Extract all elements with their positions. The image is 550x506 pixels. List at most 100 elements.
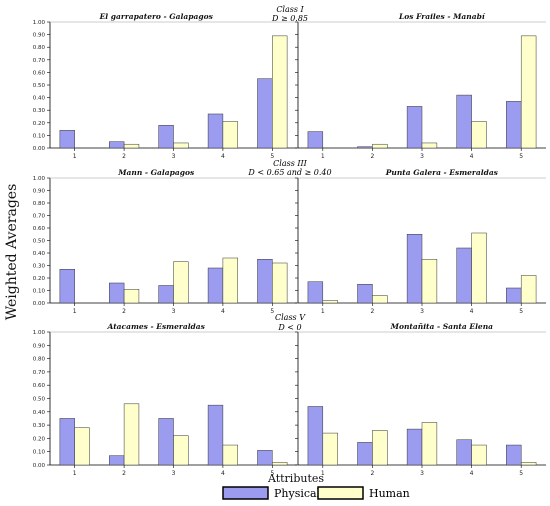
bar-human bbox=[222, 257, 238, 304]
y-tick-label: 0.50 bbox=[33, 83, 46, 89]
legend: Physical Human bbox=[222, 486, 410, 500]
y-tick-label: 0.30 bbox=[33, 264, 46, 270]
chart-panel: Los Frailes - Manabí 1 2 3 4 5 bbox=[295, 12, 546, 160]
y-tick-label: 1.00 bbox=[33, 330, 46, 336]
y-tick-label: 0.80 bbox=[33, 201, 46, 207]
y-tick-label: 0.00 bbox=[33, 146, 46, 152]
y-tick-label: 0.80 bbox=[33, 357, 46, 363]
x-tick-label: 2 bbox=[370, 308, 374, 315]
bar-physical bbox=[406, 234, 423, 304]
x-tick-label: 1 bbox=[321, 153, 325, 160]
x-tick-label: 1 bbox=[73, 308, 77, 315]
x-tick-label: 1 bbox=[321, 308, 325, 315]
bar-physical bbox=[406, 106, 423, 149]
bar-human bbox=[173, 435, 189, 466]
class-condition: D ≥ 0.85 bbox=[271, 14, 308, 23]
bar-human bbox=[421, 259, 438, 304]
x-tick-label: 4 bbox=[221, 308, 225, 315]
bar-physical bbox=[158, 285, 174, 304]
chart-panel: Montañita - Santa Elena 1 2 3 4 5 bbox=[295, 322, 546, 477]
y-tick-label: 0.30 bbox=[33, 423, 46, 429]
x-tick-label: 3 bbox=[420, 470, 424, 477]
bar-human bbox=[222, 121, 238, 149]
x-tick-label: 1 bbox=[321, 470, 325, 477]
y-tick-label: 0.60 bbox=[33, 383, 46, 389]
y-axis-title: Weighted Averages bbox=[4, 184, 20, 321]
x-tick-label: 4 bbox=[470, 153, 474, 160]
y-tick-label: 0.60 bbox=[33, 70, 46, 76]
bar-human bbox=[520, 462, 537, 466]
y-tick-label: 0.20 bbox=[33, 276, 46, 282]
bar-physical bbox=[207, 404, 224, 466]
x-tick-label: 5 bbox=[270, 153, 274, 160]
bar-human bbox=[173, 261, 189, 304]
y-tick-label: 0.10 bbox=[33, 133, 46, 139]
bar-physical bbox=[109, 455, 125, 466]
bar-human bbox=[123, 289, 140, 304]
x-tick-label: 4 bbox=[470, 470, 474, 477]
y-tick-label: 0.90 bbox=[33, 189, 46, 195]
legend-label-human: Human bbox=[369, 487, 410, 500]
x-tick-label: 3 bbox=[420, 308, 424, 315]
bar-physical bbox=[207, 113, 224, 149]
y-tick-label: 0.70 bbox=[33, 58, 46, 64]
x-tick-label: 4 bbox=[221, 470, 225, 477]
bar-human bbox=[322, 300, 338, 304]
class-label: Class I bbox=[276, 5, 304, 14]
chart-title: El garrapatero - Galapagos bbox=[99, 12, 214, 21]
bar-human bbox=[520, 35, 537, 149]
x-tick-label: 1 bbox=[73, 153, 77, 160]
y-tick-label: 0.00 bbox=[33, 301, 46, 307]
bar-physical bbox=[456, 94, 472, 149]
bar-human bbox=[372, 143, 388, 149]
y-tick-label: 0.70 bbox=[33, 370, 46, 376]
bar-human bbox=[123, 403, 140, 466]
chart-panel: Punta Galera - Esmeraldas 1 2 3 4 5 bbox=[295, 168, 546, 315]
bar-physical bbox=[257, 259, 273, 304]
y-tick-label: 1.00 bbox=[33, 176, 46, 182]
y-tick-label: 0.40 bbox=[33, 96, 46, 102]
bar-human bbox=[372, 430, 388, 466]
chart-title: Punta Galera - Esmeraldas bbox=[385, 168, 499, 177]
bar-physical bbox=[357, 284, 373, 304]
y-tick-label: 0.00 bbox=[33, 463, 46, 469]
bar-human bbox=[520, 275, 537, 304]
x-tick-label: 4 bbox=[470, 308, 474, 315]
chart-panel: 0.00 0.10 0.20 0.30 0.40 0.50 0.60 0.70 0.80 0.90… bbox=[33, 322, 297, 477]
bar-human bbox=[471, 444, 487, 466]
x-tick-label: 2 bbox=[370, 153, 374, 160]
y-tick-label: 0.90 bbox=[33, 343, 46, 349]
y-tick-label: 0.10 bbox=[33, 289, 46, 295]
bar-physical bbox=[59, 130, 75, 149]
chart-title: Los Frailes - Manabí bbox=[398, 12, 486, 21]
x-tick-label: 5 bbox=[270, 308, 274, 315]
y-tick-label: 0.40 bbox=[33, 410, 46, 416]
chart-title: Atacames - Esmeraldas bbox=[107, 322, 206, 331]
y-tick-label: 0.80 bbox=[33, 45, 46, 51]
bar-physical bbox=[257, 78, 273, 149]
bar-human bbox=[272, 462, 288, 466]
y-tick-label: 0.50 bbox=[33, 239, 46, 245]
bar-human bbox=[421, 142, 438, 149]
class-label: Class III bbox=[273, 159, 308, 168]
legend-swatch-physical bbox=[222, 486, 269, 500]
bar-human bbox=[421, 422, 438, 466]
legend-label-physical: Physical bbox=[274, 487, 321, 500]
y-tick-label: 0.30 bbox=[33, 108, 46, 114]
bar-physical bbox=[207, 267, 224, 304]
bar-human bbox=[123, 143, 140, 149]
bar-physical bbox=[59, 418, 75, 466]
bar-human bbox=[471, 121, 487, 149]
x-tick-label: 2 bbox=[122, 308, 126, 315]
bar-physical bbox=[506, 101, 522, 149]
bar-physical bbox=[456, 439, 472, 466]
y-tick-label: 0.60 bbox=[33, 226, 46, 232]
bar-human bbox=[74, 427, 90, 466]
bar-human bbox=[372, 295, 388, 304]
bar-physical bbox=[59, 269, 75, 304]
x-tick-label: 5 bbox=[519, 308, 523, 315]
x-tick-label: 3 bbox=[172, 153, 176, 160]
chart-title: Montañita - Santa Elena bbox=[390, 322, 493, 331]
y-tick-label: 0.50 bbox=[33, 397, 46, 403]
